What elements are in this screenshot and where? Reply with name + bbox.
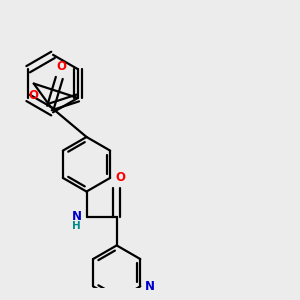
Text: O: O [56,60,66,73]
Text: O: O [115,171,125,184]
Text: N: N [145,280,154,293]
Text: N: N [71,210,82,223]
Text: O: O [29,89,39,102]
Text: H: H [72,221,81,231]
